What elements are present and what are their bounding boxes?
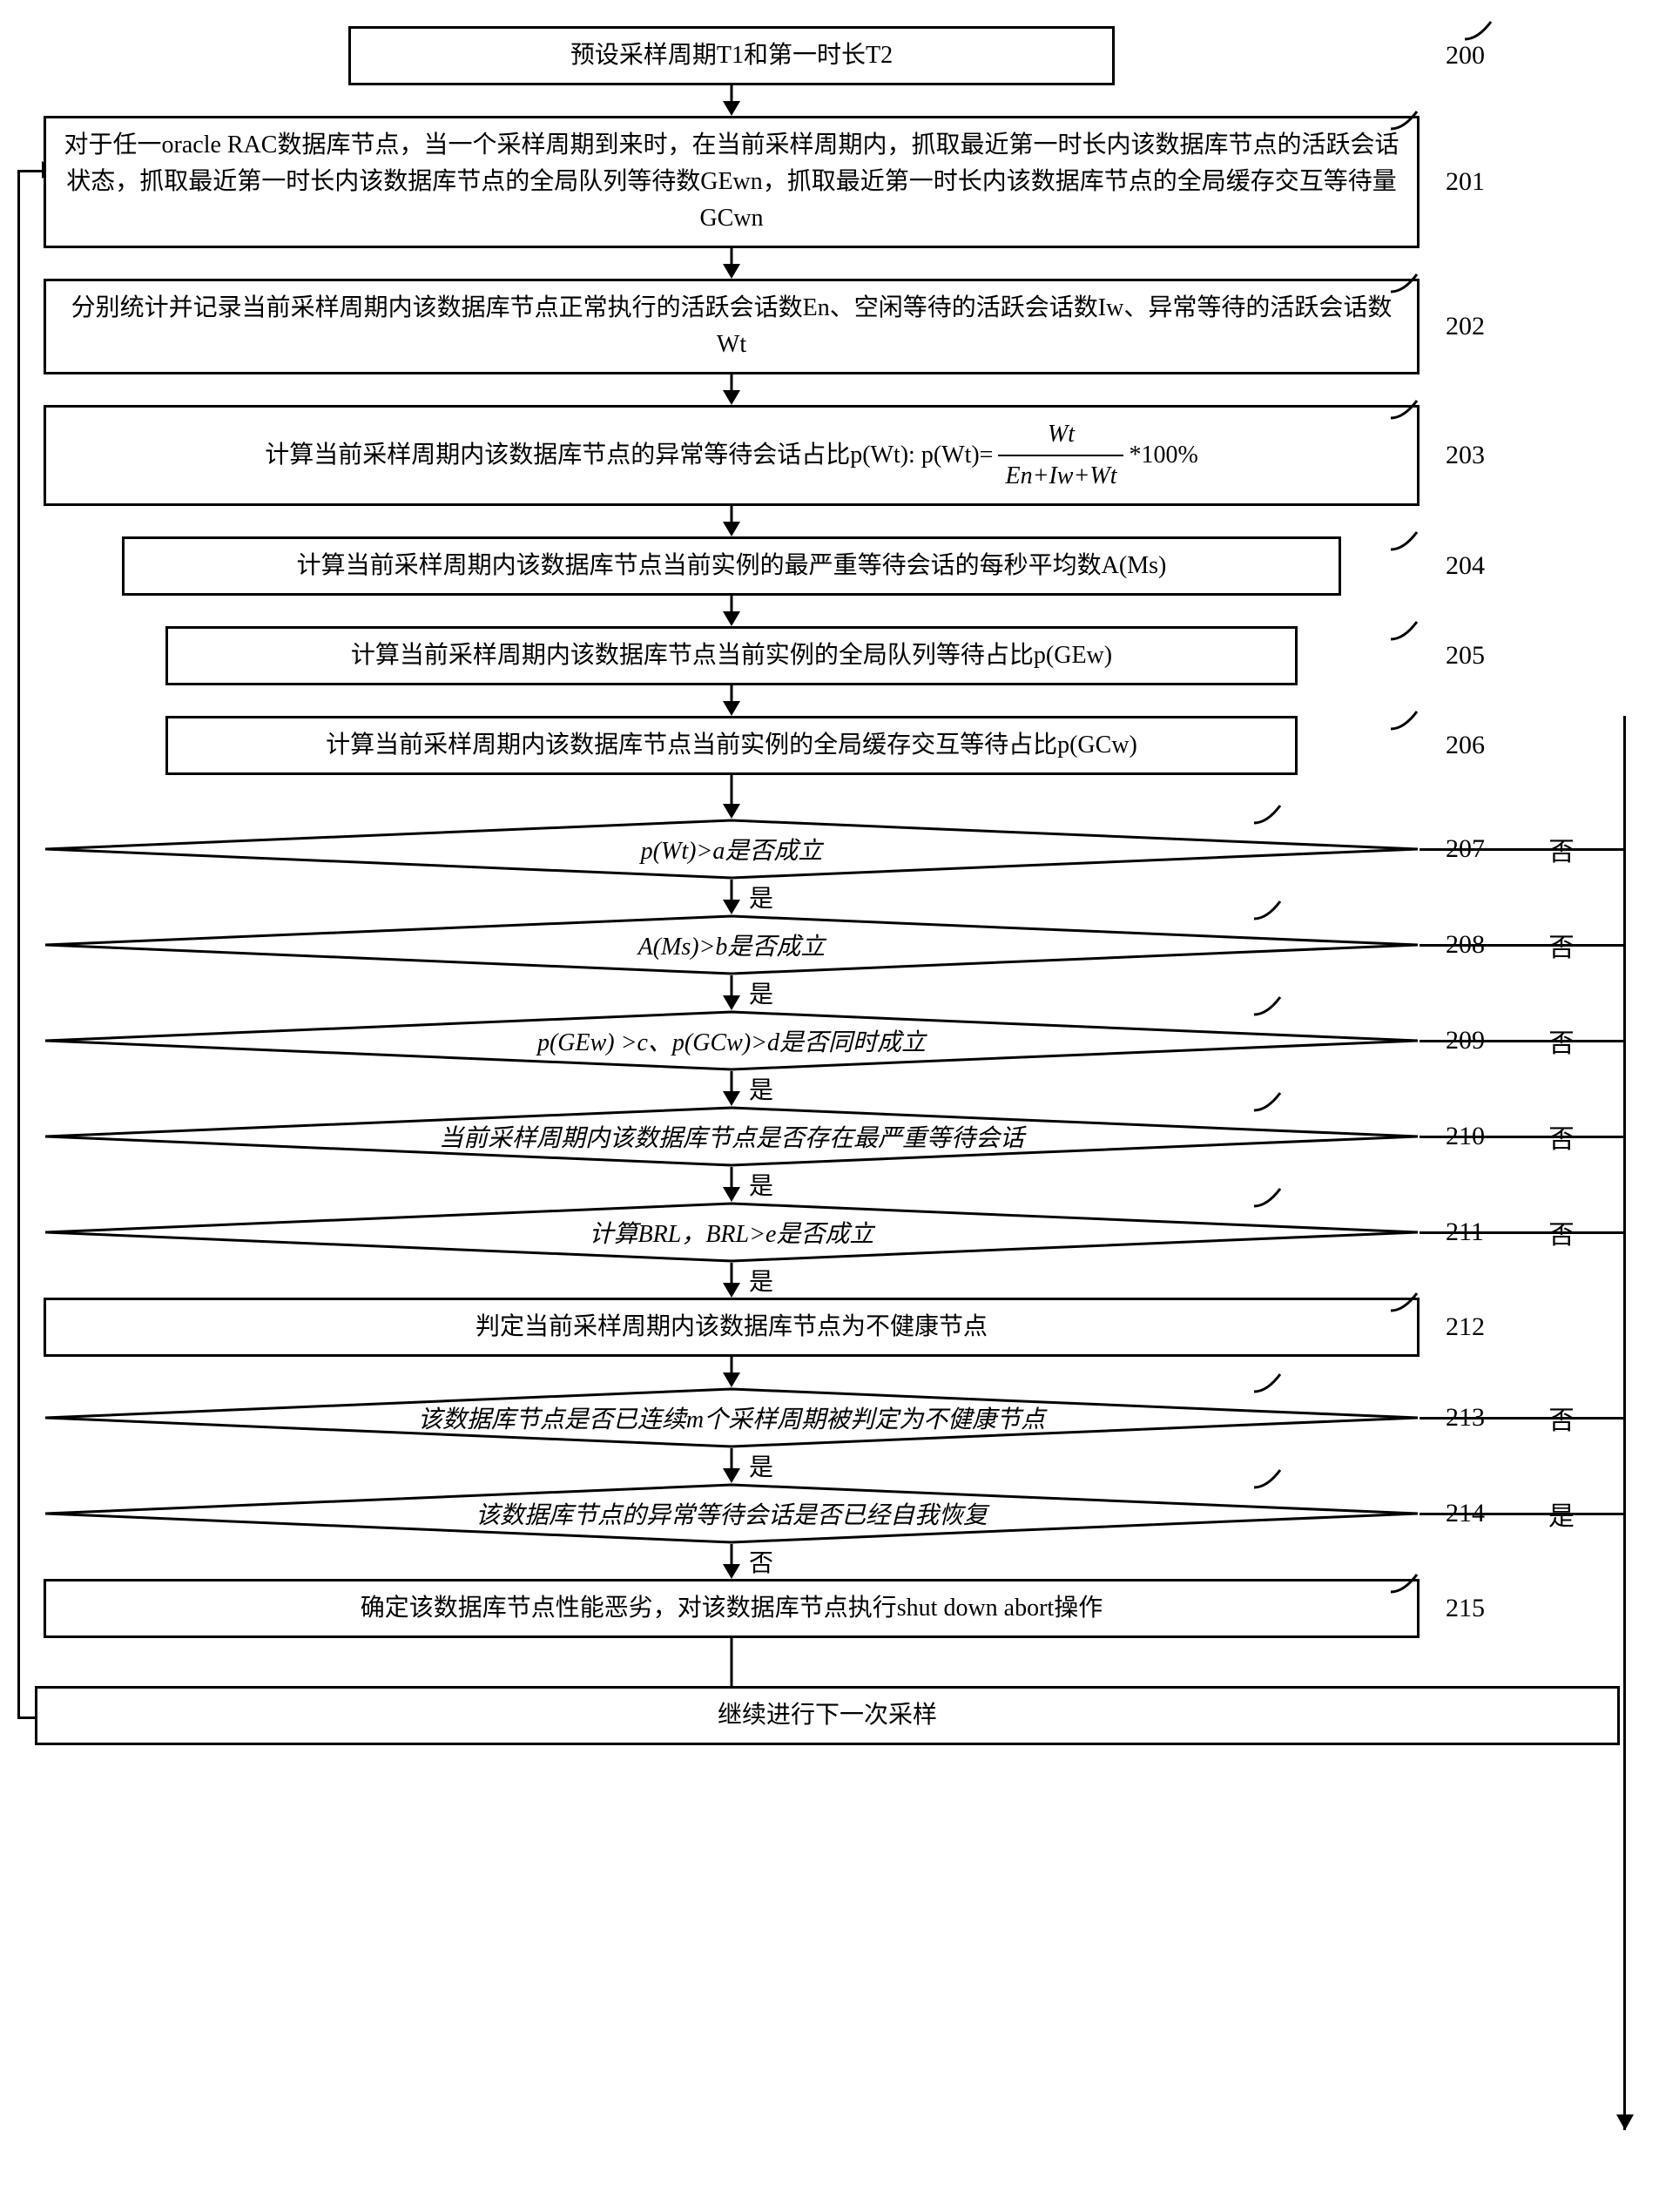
node-215-text: 确定该数据库节点性能恶劣，对该数据库节点执行shut down abort操作	[361, 1595, 1103, 1622]
node-211: 计算BRL，BRL>e是否成立	[44, 1202, 1420, 1263]
ref-202: 202	[1446, 312, 1485, 341]
flowchart-container: 预设采样周期T1和第一时长T2 200 对于任一oracle RAC数据库节点，…	[26, 26, 1633, 1745]
node-209-text: p(GEw) >c、p(GCw)>d是否同时成立	[537, 1029, 926, 1056]
conn-207-right	[1420, 848, 1626, 851]
node-205: 计算当前采样周期内该数据库节点当前实例的全局队列等待占比p(GEw)	[165, 626, 1298, 685]
node-203-prefix: 计算当前采样周期内该数据库节点的异常等待会话占比p(Wt): p(Wt)=	[265, 437, 993, 474]
conn-211-right	[1420, 1231, 1626, 1234]
node-210: 当前采样周期内该数据库节点是否存在最严重等待会话	[44, 1106, 1420, 1167]
frac-den: En+Iw+Wt	[998, 456, 1123, 495]
node-209: p(GEw) >c、p(GCw)>d是否同时成立	[44, 1010, 1420, 1071]
conn-214-right	[1420, 1513, 1626, 1515]
conn-208-right	[1420, 944, 1626, 947]
right-rail-arrowhead	[1616, 2114, 1634, 2130]
node-208: A(Ms)>b是否成立	[44, 914, 1420, 975]
node-215: 确定该数据库节点性能恶劣，对该数据库节点执行shut down abort操作	[44, 1579, 1420, 1638]
node-continue: 继续进行下一次采样	[35, 1686, 1620, 1745]
yes-207: 是	[749, 880, 773, 914]
node-205-text: 计算当前采样周期内该数据库节点当前实例的全局队列等待占比p(GEw)	[351, 642, 1112, 669]
node-214-text: 该数据库节点的异常等待会话是否已经自我恢复	[475, 1502, 988, 1529]
node-200: 预设采样周期T1和第一时长T2	[348, 26, 1115, 85]
node-208-text: A(Ms)>b是否成立	[638, 934, 826, 961]
yes-208: 是	[749, 975, 773, 1010]
conn-213-right	[1420, 1417, 1626, 1420]
node-204: 计算当前采样周期内该数据库节点当前实例的最严重等待会话的每秒平均数A(Ms)	[122, 536, 1341, 596]
ref-212: 212	[1446, 1312, 1485, 1342]
ref-205: 205	[1446, 641, 1485, 671]
yes-209: 是	[749, 1071, 773, 1106]
conn-210-right	[1420, 1136, 1626, 1138]
yes-211: 是	[749, 1263, 773, 1298]
ref-200: 200	[1446, 41, 1485, 71]
node-201-text: 对于任一oracle RAC数据库节点，当一个采样周期到来时，在当前采样周期内，…	[64, 132, 1399, 232]
node-206-text: 计算当前采样周期内该数据库节点当前实例的全局缓存交互等待占比p(GCw)	[326, 732, 1137, 759]
node-211-text: 计算BRL，BRL>e是否成立	[590, 1221, 874, 1248]
node-continue-text: 继续进行下一次采样	[718, 1702, 937, 1729]
yes-213: 是	[749, 1448, 773, 1483]
node-206: 计算当前采样周期内该数据库节点当前实例的全局缓存交互等待占比p(GCw)	[165, 716, 1298, 775]
ref-215: 215	[1446, 1594, 1485, 1623]
conn-209-right	[1420, 1040, 1626, 1042]
node-203-suffix: *100%	[1129, 437, 1197, 474]
node-213: 该数据库节点是否已连续m个采样周期被判定为不健康节点	[44, 1387, 1420, 1448]
node-207: p(Wt)>a是否成立	[44, 819, 1420, 880]
ref-206: 206	[1446, 731, 1485, 760]
node-201: 对于任一oracle RAC数据库节点，当一个采样周期到来时，在当前采样周期内，…	[44, 116, 1420, 248]
ref-201: 201	[1446, 167, 1485, 197]
yes-210: 是	[749, 1167, 773, 1202]
node-203: 计算当前采样周期内该数据库节点的异常等待会话占比p(Wt): p(Wt)= Wt…	[44, 405, 1420, 506]
node-204-text: 计算当前采样周期内该数据库节点当前实例的最严重等待会话的每秒平均数A(Ms)	[297, 552, 1167, 579]
yes-214: 否	[749, 1544, 773, 1579]
frac-num: Wt	[998, 416, 1123, 456]
node-207-text: p(Wt)>a是否成立	[641, 838, 823, 865]
node-214: 该数据库节点的异常等待会话是否已经自我恢复	[44, 1483, 1420, 1544]
node-210-text: 当前采样周期内该数据库节点是否存在最严重等待会话	[439, 1125, 1024, 1152]
ref-203: 203	[1446, 441, 1485, 470]
ref-204: 204	[1446, 551, 1485, 581]
node-213-text: 该数据库节点是否已连续m个采样周期被判定为不健康节点	[418, 1406, 1045, 1433]
node-202: 分别统计并记录当前采样周期内该数据库节点正常执行的活跃会话数En、空闲等待的活跃…	[44, 279, 1420, 374]
loopback-left-rail	[17, 170, 20, 1719]
node-202-text: 分别统计并记录当前采样周期内该数据库节点正常执行的活跃会话数En、空闲等待的活跃…	[71, 294, 1393, 358]
node-200-text: 预设采样周期T1和第一时长T2	[570, 42, 893, 69]
node-212-text: 判定当前采样周期内该数据库节点为不健康节点	[475, 1313, 988, 1340]
node-203-fraction: Wt En+Iw+Wt	[998, 416, 1123, 495]
node-212: 判定当前采样周期内该数据库节点为不健康节点	[44, 1298, 1420, 1357]
